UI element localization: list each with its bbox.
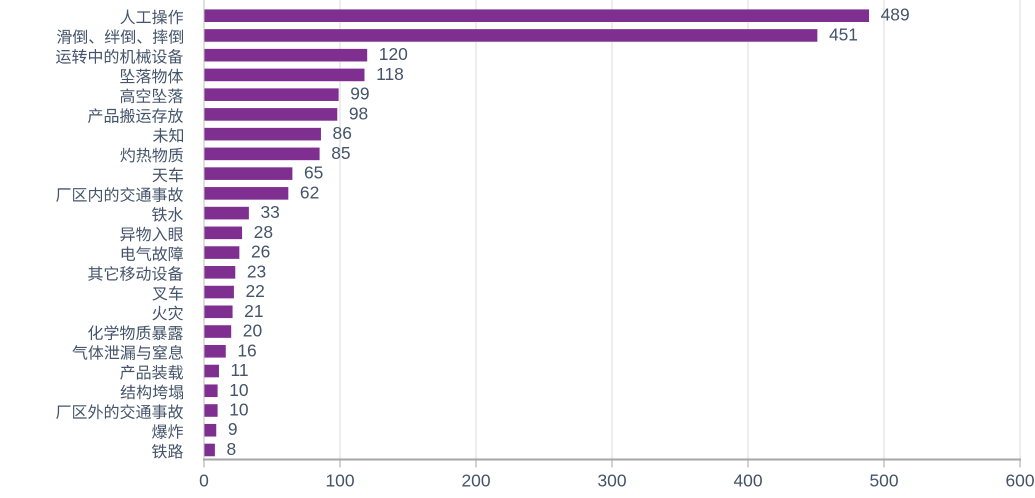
svg-text:451: 451 [829, 24, 858, 44]
svg-text:86: 86 [333, 123, 352, 143]
svg-text:85: 85 [331, 143, 350, 163]
svg-text:100: 100 [325, 471, 354, 491]
svg-text:99: 99 [350, 84, 369, 104]
svg-text:8: 8 [226, 439, 236, 459]
svg-text:22: 22 [246, 281, 265, 301]
svg-text:500: 500 [869, 471, 898, 491]
svg-text:21: 21 [244, 301, 263, 321]
svg-text:23: 23 [247, 261, 266, 281]
svg-text:98: 98 [349, 103, 368, 123]
svg-text:300: 300 [597, 471, 626, 491]
svg-text:489: 489 [881, 5, 910, 25]
svg-text:10: 10 [229, 400, 248, 420]
svg-text:118: 118 [376, 64, 404, 84]
svg-text:120: 120 [379, 44, 408, 64]
svg-text:600: 600 [1005, 471, 1034, 491]
svg-text:11: 11 [231, 360, 249, 380]
svg-text:400: 400 [733, 471, 762, 491]
svg-text:26: 26 [251, 242, 270, 262]
svg-text:0: 0 [199, 471, 209, 491]
svg-text:33: 33 [260, 202, 279, 222]
svg-text:200: 200 [461, 471, 490, 491]
svg-text:10: 10 [229, 380, 248, 400]
svg-text:16: 16 [237, 340, 256, 360]
svg-text:62: 62 [300, 182, 319, 202]
svg-text:65: 65 [304, 163, 323, 183]
svg-text:9: 9 [228, 419, 238, 439]
svg-text:20: 20 [243, 321, 262, 341]
svg-text:28: 28 [254, 222, 273, 242]
